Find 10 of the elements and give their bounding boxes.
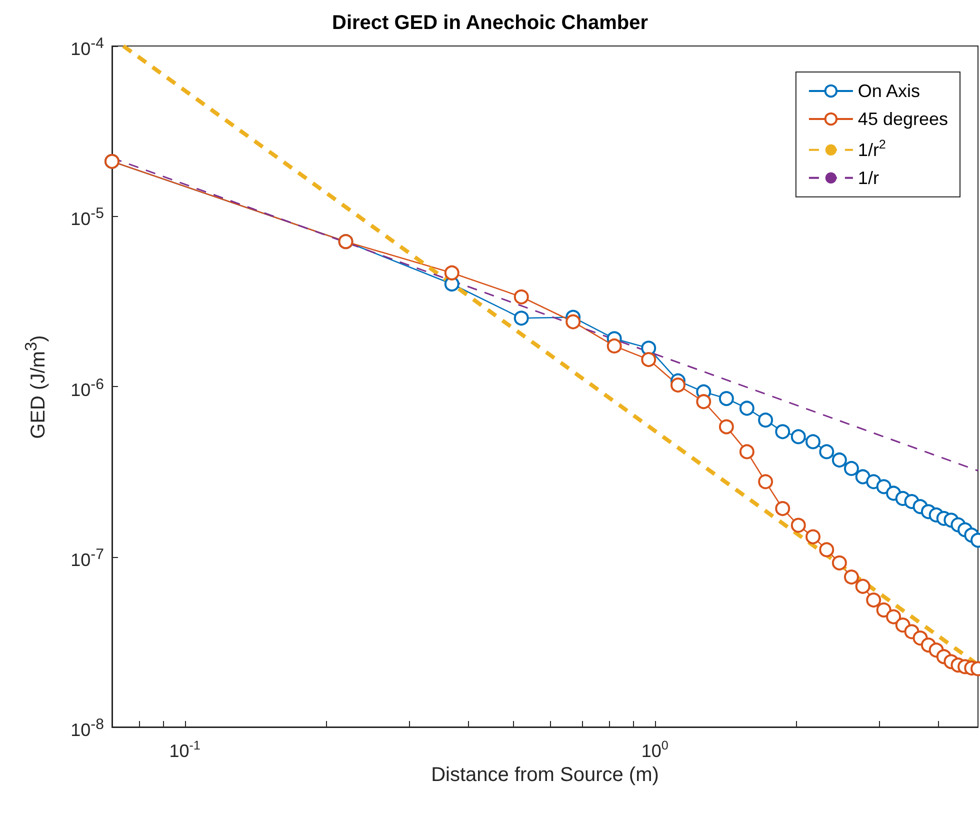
y-tick-label: 10$^{-5}$ bbox=[70, 204, 104, 230]
x-axis-title: Distance from Source (m) bbox=[431, 764, 659, 786]
legend-label: On Axis bbox=[858, 81, 920, 101]
y-tick-label: 10$^{-7}$ bbox=[70, 544, 104, 571]
chart-title: Direct GED in Anechoic Chamber bbox=[332, 12, 648, 34]
legend-label: 45 degrees bbox=[858, 109, 948, 129]
legend-label: 1/r bbox=[858, 168, 879, 188]
y-tick-label: 10$^{-6}$ bbox=[70, 374, 104, 400]
y-tick-label: 10$^{-8}$ bbox=[70, 715, 104, 741]
y-tick-label: 10$^{-4}$ bbox=[70, 34, 104, 60]
